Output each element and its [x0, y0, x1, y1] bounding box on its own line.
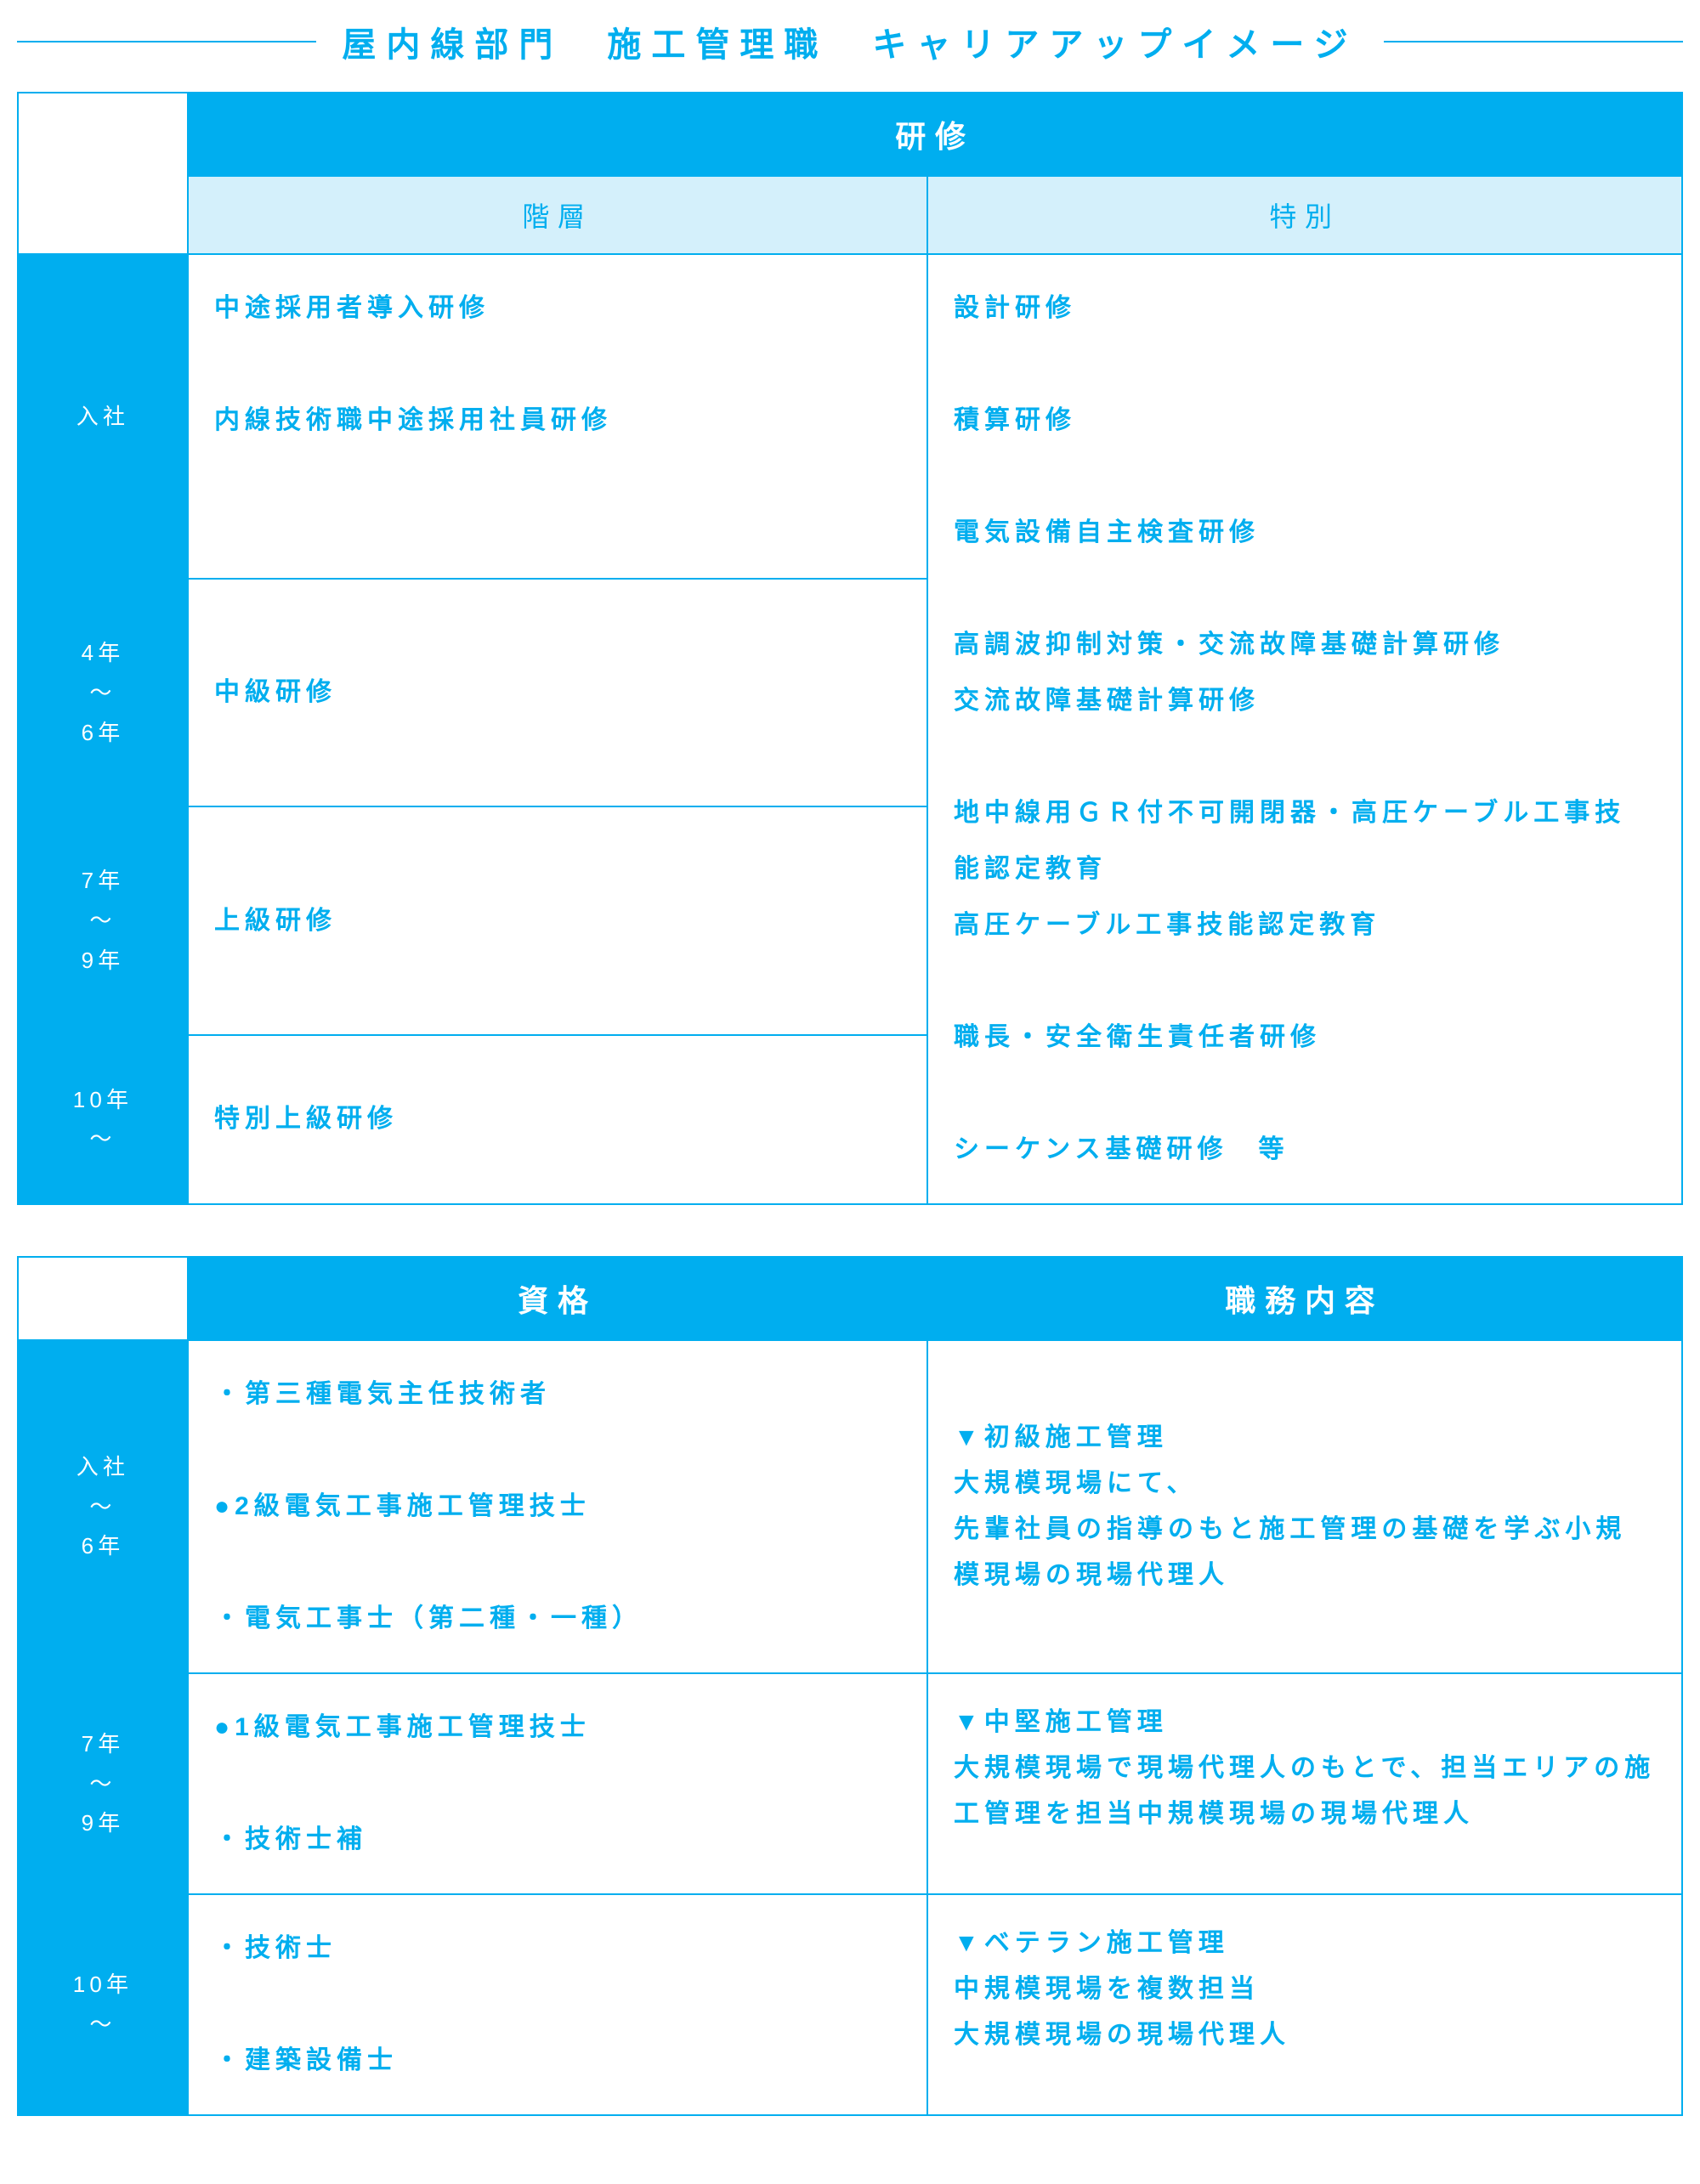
cell-qualification: ●1級電気工事施工管理技士・技術士補 [188, 1673, 927, 1894]
table-row: 入社〜6年 ・第三種電気主任技術者●2級電気工事施工管理技士・電気工事士（第二種… [18, 1340, 1682, 1673]
row-label: 10年〜 [18, 1035, 188, 1204]
cell-duties: ▼中堅施工管理大規模現場で現場代理人のもとで、担当エリアの施工管理を担当中規模現… [927, 1673, 1682, 1894]
row-label: 4年〜6年 [18, 579, 188, 806]
table-row: 資格 職務内容 [18, 1257, 1682, 1340]
training-table: 研修 階層 特別 入社 中途採用者導入研修内線技術職中途採用社員研修 設計研修積… [17, 92, 1683, 1205]
cell-special-merged: 設計研修積算研修電気設備自主検査研修高調波抑制対策・交流故障基礎計算研修交流故障… [927, 254, 1682, 1204]
cell-duties: ▼初級施工管理大規模現場にて、先輩社員の指導のもと施工管理の基礎を学ぶ小規模現場… [927, 1340, 1682, 1673]
header-sub-left: 階層 [188, 176, 927, 254]
row-label: 7年〜9年 [18, 806, 188, 1034]
blank-corner [18, 93, 188, 254]
cell-hierarchy: 中途採用者導入研修内線技術職中途採用社員研修 [188, 254, 927, 579]
header-sub-right: 特別 [927, 176, 1682, 254]
cell-hierarchy: 上級研修 [188, 806, 927, 1034]
header-qualification: 資格 [188, 1257, 927, 1340]
page-title: 屋内線部門 施工管理職 キャリアアップイメージ [316, 17, 1383, 66]
table-row: 10年〜 ・技術士・建築設備士 ▼ベテラン施工管理中規模現場を複数担当大規模現場… [18, 1894, 1682, 2115]
qualification-table: 資格 職務内容 入社〜6年 ・第三種電気主任技術者●2級電気工事施工管理技士・電… [17, 1256, 1683, 2116]
row-label: 10年〜 [18, 1894, 188, 2115]
header-main: 研修 [188, 93, 1682, 176]
row-label: 入社 [18, 254, 188, 579]
title-line-right [1384, 41, 1683, 42]
cell-hierarchy: 特別上級研修 [188, 1035, 927, 1204]
table-row: 階層 特別 [18, 176, 1682, 254]
page-title-container: 屋内線部門 施工管理職 キャリアアップイメージ [17, 17, 1683, 66]
cell-qualification: ・第三種電気主任技術者●2級電気工事施工管理技士・電気工事士（第二種・一種） [188, 1340, 927, 1673]
table-row: 7年〜9年 ●1級電気工事施工管理技士・技術士補 ▼中堅施工管理大規模現場で現場… [18, 1673, 1682, 1894]
title-line-left [17, 41, 316, 42]
row-label: 7年〜9年 [18, 1673, 188, 1894]
row-label: 入社〜6年 [18, 1340, 188, 1673]
cell-hierarchy: 中級研修 [188, 579, 927, 806]
header-duties: 職務内容 [927, 1257, 1682, 1340]
cell-qualification: ・技術士・建築設備士 [188, 1894, 927, 2115]
blank-corner [18, 1257, 188, 1340]
cell-duties: ▼ベテラン施工管理中規模現場を複数担当大規模現場の現場代理人 [927, 1894, 1682, 2115]
table-row: 研修 [18, 93, 1682, 176]
table-row: 入社 中途採用者導入研修内線技術職中途採用社員研修 設計研修積算研修電気設備自主… [18, 254, 1682, 579]
